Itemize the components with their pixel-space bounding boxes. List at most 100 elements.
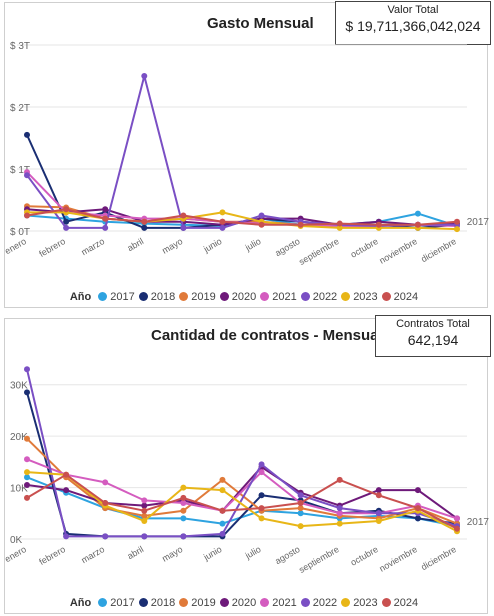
data-point-2022	[63, 533, 70, 540]
data-point-2024	[454, 218, 460, 225]
legend-item-2018[interactable]: 2018	[138, 291, 176, 303]
data-point-2024	[258, 505, 265, 512]
chart-title: Cantidad de contratos - Mensual	[151, 327, 383, 344]
data-point-2017	[24, 474, 30, 481]
legend-marker	[341, 598, 351, 607]
data-point-2019	[24, 435, 30, 442]
series-line-2022	[26, 369, 458, 538]
y-tick-label: $ 1T	[10, 165, 30, 176]
legend-label: 2023	[353, 291, 378, 303]
data-point-2022	[24, 172, 30, 179]
legend-item-2019[interactable]: 2019	[179, 291, 216, 303]
data-point-2024	[454, 525, 460, 532]
legend-label: 2018	[150, 291, 176, 303]
data-point-2020	[63, 487, 70, 494]
data-point-2024	[297, 500, 304, 506]
data-point-2022	[297, 492, 304, 499]
data-point-2019	[297, 505, 304, 512]
legend-label: 2021	[272, 597, 297, 609]
data-point-2024	[336, 220, 343, 227]
gasto-line-chart: $ 0T $ 1T $ 2T $ 3T enero febrero marzo abril ma…	[5, 41, 467, 267]
y-tick-label: $ 3T	[10, 41, 30, 52]
data-point-2022	[180, 533, 187, 540]
x-tick-label: marzo	[80, 236, 107, 257]
data-point-2024	[375, 221, 382, 228]
legend-label: 2017	[110, 597, 135, 609]
legend-label: 2019	[191, 291, 216, 303]
data-point-2023	[336, 520, 343, 527]
data-point-2022	[219, 530, 226, 537]
legend-items: 2017 2018 2019 2020 2021 2022 2023 2024	[98, 291, 422, 303]
data-point-2018	[414, 515, 421, 522]
data-point-2024	[141, 218, 148, 225]
data-point-2023	[297, 523, 304, 530]
legend-label: 2022	[312, 597, 338, 609]
x-tick-label: febrero	[37, 236, 67, 259]
legend-item-2020[interactable]: 2020	[219, 597, 257, 609]
data-point-2017	[180, 515, 187, 522]
legend-item-2021[interactable]: 2021	[260, 597, 297, 609]
data-point-2020	[24, 482, 30, 488]
legend-item-2024[interactable]: 2024	[381, 291, 419, 303]
legend-marker	[179, 292, 189, 301]
legend: Año 2017 2018 2019 2020 2021 2022 2023 2024	[5, 291, 487, 303]
legend-item-2017[interactable]: 2017	[98, 291, 135, 303]
legend-item-2024[interactable]: 2024	[381, 597, 419, 609]
data-point-2024	[180, 494, 187, 501]
data-point-2022	[258, 461, 265, 468]
kpi-label: Valor Total	[387, 4, 439, 16]
data-point-2020	[102, 206, 109, 213]
data-point-2020	[141, 502, 148, 509]
series-line-2017	[26, 476, 458, 528]
data-point-2023	[375, 518, 382, 524]
legend-item-2020[interactable]: 2020	[219, 291, 256, 303]
data-point-2024	[414, 505, 421, 512]
data-point-2024	[375, 492, 382, 499]
data-point-2022	[219, 224, 226, 231]
data-point-2017	[414, 210, 421, 217]
legend-marker	[179, 598, 189, 607]
legend-item-2023[interactable]: 2023	[341, 291, 378, 303]
data-point-2022	[102, 224, 109, 231]
y-tick-label: $ 2T	[10, 103, 30, 114]
data-point-2017	[219, 520, 226, 527]
x-tick-label: noviembre	[378, 236, 419, 266]
legend-title: Año	[69, 291, 92, 303]
legend-label: 2024	[393, 597, 419, 609]
legend-label: 2019	[191, 597, 216, 609]
legend-label: 2020	[231, 597, 257, 609]
data-point-2018	[141, 224, 148, 231]
legend-item-2017[interactable]: 2017	[98, 597, 135, 609]
data-point-2022	[258, 212, 265, 219]
data-point-2021	[258, 469, 265, 476]
data-point-2022	[141, 73, 148, 79]
legend-label: 2023	[353, 597, 378, 609]
series-line-2021	[26, 458, 458, 520]
data-point-2024	[141, 507, 148, 514]
x-tick-label: septiembre	[297, 544, 341, 575]
contratos-total-card: Contratos Total 642,194	[375, 315, 491, 357]
contratos-mensual-panel: Cantidad de contratos - Mensual Contrato…	[4, 315, 491, 614]
data-point-2024	[102, 500, 109, 506]
x-tick-label: noviembre	[378, 544, 419, 574]
data-point-2018	[63, 218, 70, 225]
y-tick-label: $ 0T	[10, 227, 30, 238]
x-tick-label: julio	[243, 236, 263, 253]
data-point-2021	[454, 515, 460, 522]
data-point-2021	[180, 500, 187, 506]
legend-marker	[219, 292, 229, 301]
legend-items: 2017 2018 2019 2020 2021 2022 2023 2024	[98, 597, 422, 609]
legend-item-2018[interactable]: 2018	[138, 597, 176, 609]
data-point-2023	[141, 518, 148, 524]
legend-item-2019[interactable]: 2019	[179, 597, 216, 609]
legend-label: 2024	[393, 291, 419, 303]
data-point-2020	[375, 487, 382, 494]
legend-item-2023[interactable]: 2023	[341, 597, 378, 609]
legend-item-2022[interactable]: 2022	[300, 291, 337, 303]
data-point-2023	[180, 484, 187, 491]
legend-item-2021[interactable]: 2021	[260, 291, 297, 303]
data-point-2024	[258, 221, 265, 228]
kpi-value: $ 19,711,366,042,024	[345, 18, 481, 34]
legend-label: 2018	[150, 597, 176, 609]
legend-item-2022[interactable]: 2022	[300, 597, 338, 609]
